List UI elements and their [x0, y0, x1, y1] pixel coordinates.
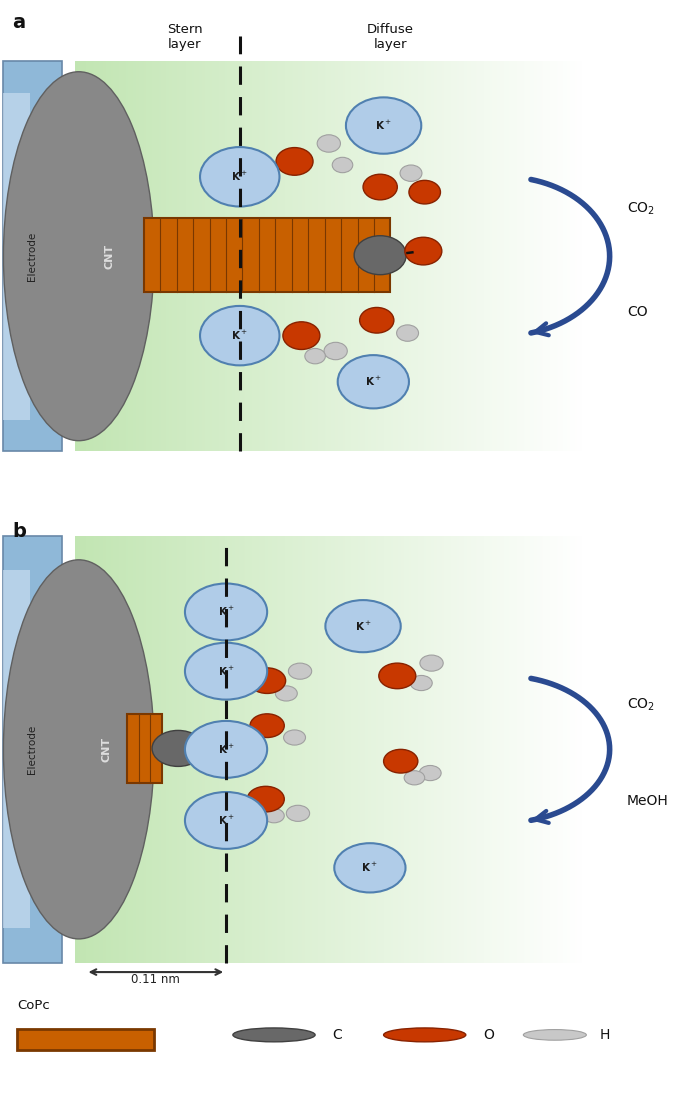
Circle shape [384, 1028, 466, 1041]
Circle shape [200, 147, 279, 206]
Circle shape [325, 601, 401, 652]
Circle shape [332, 158, 353, 173]
Text: K$^+$: K$^+$ [218, 665, 234, 678]
Circle shape [397, 325, 419, 342]
Circle shape [185, 583, 267, 640]
Text: O: O [483, 1028, 494, 1041]
Circle shape [379, 663, 416, 689]
Circle shape [419, 766, 441, 780]
Circle shape [249, 668, 286, 693]
Text: Diffuse
layer: Diffuse layer [367, 23, 414, 51]
Text: K$^+$: K$^+$ [362, 862, 378, 874]
Circle shape [420, 655, 443, 671]
Circle shape [410, 676, 432, 691]
Bar [17, 1029, 154, 1050]
Text: H: H [599, 1028, 610, 1041]
Circle shape [233, 1028, 315, 1041]
Text: b: b [12, 522, 26, 541]
Circle shape [286, 806, 310, 821]
Text: CO$_2$: CO$_2$ [627, 201, 655, 217]
Circle shape [400, 165, 422, 182]
Text: K$^+$: K$^+$ [218, 743, 234, 756]
Circle shape [346, 97, 421, 154]
Circle shape [523, 1029, 586, 1040]
Circle shape [185, 721, 267, 778]
Circle shape [384, 749, 418, 774]
Circle shape [185, 792, 267, 849]
Text: CNT: CNT [105, 244, 114, 269]
Circle shape [284, 730, 306, 745]
Circle shape [363, 174, 397, 199]
Text: K$^+$: K$^+$ [375, 119, 392, 132]
Circle shape [276, 148, 313, 175]
Circle shape [409, 181, 440, 204]
Circle shape [247, 787, 284, 812]
Ellipse shape [3, 72, 154, 441]
Bar [3, 62, 62, 451]
Circle shape [152, 731, 204, 766]
Circle shape [250, 714, 284, 737]
Text: 0.11 nm: 0.11 nm [132, 973, 180, 986]
Circle shape [199, 733, 236, 758]
Text: Stern
layer: Stern layer [167, 23, 203, 51]
Circle shape [305, 348, 325, 364]
Bar [3, 93, 29, 420]
Circle shape [334, 843, 406, 893]
Text: CNT: CNT [101, 737, 111, 761]
Circle shape [283, 322, 320, 349]
Circle shape [404, 770, 425, 785]
Circle shape [317, 134, 340, 152]
Text: K$^+$: K$^+$ [218, 814, 234, 826]
Circle shape [275, 685, 297, 701]
Text: K$^+$: K$^+$ [232, 170, 248, 183]
Text: a: a [12, 13, 25, 32]
Bar [127, 714, 162, 782]
Circle shape [264, 809, 284, 823]
Circle shape [405, 237, 442, 264]
Text: Electrode: Electrode [27, 231, 37, 281]
Text: K$^+$: K$^+$ [355, 619, 371, 633]
Circle shape [338, 355, 409, 409]
Ellipse shape [3, 560, 154, 939]
Circle shape [288, 663, 312, 679]
Text: K$^+$: K$^+$ [218, 605, 234, 618]
Text: K$^+$: K$^+$ [232, 329, 248, 343]
Circle shape [360, 307, 394, 333]
Text: Electrode: Electrode [27, 725, 37, 774]
Bar [144, 218, 390, 292]
Circle shape [200, 306, 279, 366]
Text: CO: CO [627, 305, 647, 318]
Circle shape [354, 236, 406, 274]
Bar [3, 536, 62, 963]
Text: CO$_2$: CO$_2$ [627, 698, 655, 713]
Circle shape [185, 642, 267, 700]
Bar [3, 570, 29, 929]
Text: MeOH: MeOH [627, 793, 669, 808]
Text: C: C [332, 1028, 342, 1041]
Text: K$^+$: K$^+$ [365, 375, 382, 388]
Text: CoPc: CoPc [17, 998, 50, 1012]
Circle shape [324, 343, 347, 359]
